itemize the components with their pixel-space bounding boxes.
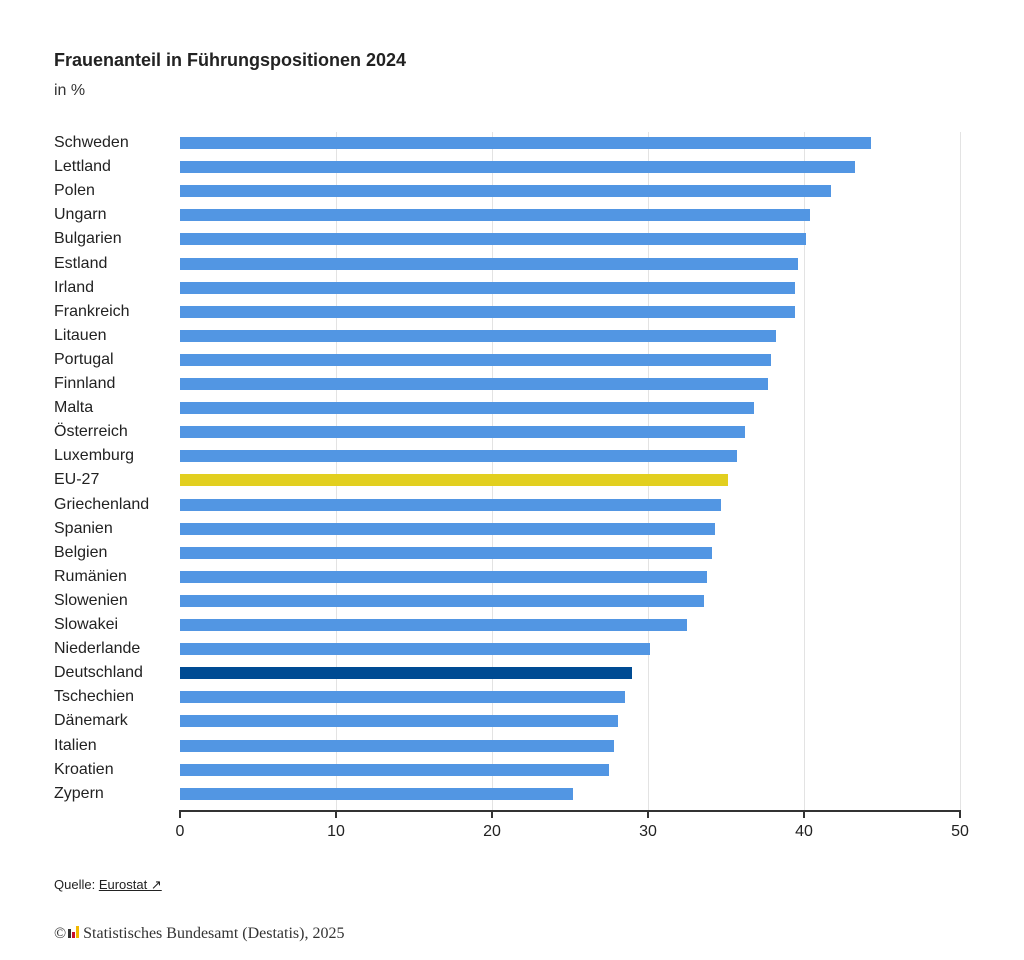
chart-subtitle: in % (54, 82, 86, 99)
bar-italien[interactable] (180, 739, 614, 752)
x-tick-label: 50 (951, 823, 969, 840)
category-label: Rumänien (54, 567, 127, 585)
x-tick-label: 10 (327, 823, 345, 840)
gridline-40 (804, 132, 805, 811)
category-label: Italien (54, 736, 97, 754)
destatis-logo-icon (68, 926, 80, 938)
x-tick-label: 20 (483, 823, 501, 840)
bar-griechenland[interactable] (180, 498, 722, 511)
category-label: Litauen (54, 326, 107, 344)
category-label: Slowakei (54, 616, 119, 633)
copyright-symbol: © (54, 925, 67, 942)
copyright-line: © Statistisches Bundesamt (Destatis), 20… (54, 925, 344, 943)
gridline-20 (492, 132, 493, 811)
bar-eu-27[interactable] (180, 474, 728, 487)
x-tick-label: 30 (639, 823, 657, 840)
category-label: Griechenland (54, 495, 150, 513)
category-label: Deutschland (54, 664, 143, 682)
category-label: Estland (54, 254, 108, 272)
x-tick-10 (335, 810, 337, 818)
bar-slowakei[interactable] (180, 619, 687, 631)
bar-dänemark[interactable] (180, 715, 619, 728)
bar-irland[interactable] (180, 281, 795, 294)
category-label: Österreich (54, 423, 128, 441)
bar-portugal[interactable] (180, 353, 772, 366)
x-tick-20 (491, 810, 493, 818)
copyright-text: Statistisches Bundesamt (Destatis), 2025 (83, 925, 345, 942)
category-label: Tschechien (54, 688, 135, 706)
bar-niederlande[interactable] (180, 643, 650, 656)
x-tick-50 (959, 810, 961, 818)
gridline-10 (336, 132, 337, 811)
bar-rumänien[interactable] (180, 570, 708, 583)
bar-kroatien[interactable] (180, 763, 609, 776)
bar-slowenien[interactable] (180, 594, 705, 607)
category-label: Luxemburg (54, 447, 135, 465)
bar-schweden[interactable] (180, 137, 872, 149)
category-label: Polen (54, 182, 95, 200)
bar-litauen[interactable] (180, 329, 776, 342)
bar-österreich[interactable] (180, 426, 745, 439)
source-link-eurostat[interactable]: Eurostat ↗ (98, 877, 162, 892)
bar-luxemburg[interactable] (180, 450, 737, 463)
x-tick-label: 0 (175, 823, 185, 840)
category-label: Belgien (54, 543, 108, 561)
category-label: Portugal (54, 350, 114, 368)
category-label: Niederlande (54, 640, 141, 658)
x-tick-0 (179, 810, 181, 818)
x-tick-40 (803, 810, 805, 818)
category-label: EU-27 (54, 471, 100, 489)
category-label: Finnland (54, 375, 116, 392)
gridline-50 (960, 132, 961, 811)
gridline-30 (648, 132, 649, 811)
bar-ungarn[interactable] (180, 209, 811, 222)
plot-area (180, 132, 961, 811)
chart-title: Frauenanteil in Führungspositionen 2024 (54, 50, 407, 70)
bar-estland[interactable] (180, 257, 798, 270)
source-line: Quelle: Eurostat ↗ (54, 877, 162, 893)
x-axis-line (179, 810, 961, 812)
category-label: Spanien (54, 519, 113, 537)
category-label: Schweden (54, 134, 129, 151)
bar-deutschland[interactable] (180, 667, 633, 680)
bar-belgien[interactable] (180, 546, 712, 559)
category-label: Bulgarien (54, 230, 122, 248)
bar-spanien[interactable] (180, 522, 716, 535)
bar-tschechien[interactable] (180, 691, 625, 704)
bar-bulgarien[interactable] (180, 233, 806, 246)
category-label: Frankreich (54, 302, 130, 320)
bar-zypern[interactable] (180, 787, 574, 800)
source-prefix: Quelle: (54, 877, 96, 892)
bar-polen[interactable] (180, 185, 831, 198)
category-label: Malta (54, 399, 94, 417)
category-label: Kroatien (54, 760, 114, 778)
category-label: Ungarn (54, 206, 107, 224)
bar-finnland[interactable] (180, 378, 769, 390)
x-tick-label: 40 (795, 823, 813, 840)
x-tick-30 (647, 810, 649, 818)
category-label: Dänemark (54, 712, 128, 730)
bar-lettland[interactable] (180, 161, 856, 174)
category-label: Slowenien (54, 591, 128, 609)
bar-malta[interactable] (180, 402, 755, 415)
category-label: Zypern (54, 784, 104, 802)
category-label: Irland (54, 278, 95, 296)
category-label: Lettland (54, 158, 111, 176)
bar-frankreich[interactable] (180, 305, 795, 318)
